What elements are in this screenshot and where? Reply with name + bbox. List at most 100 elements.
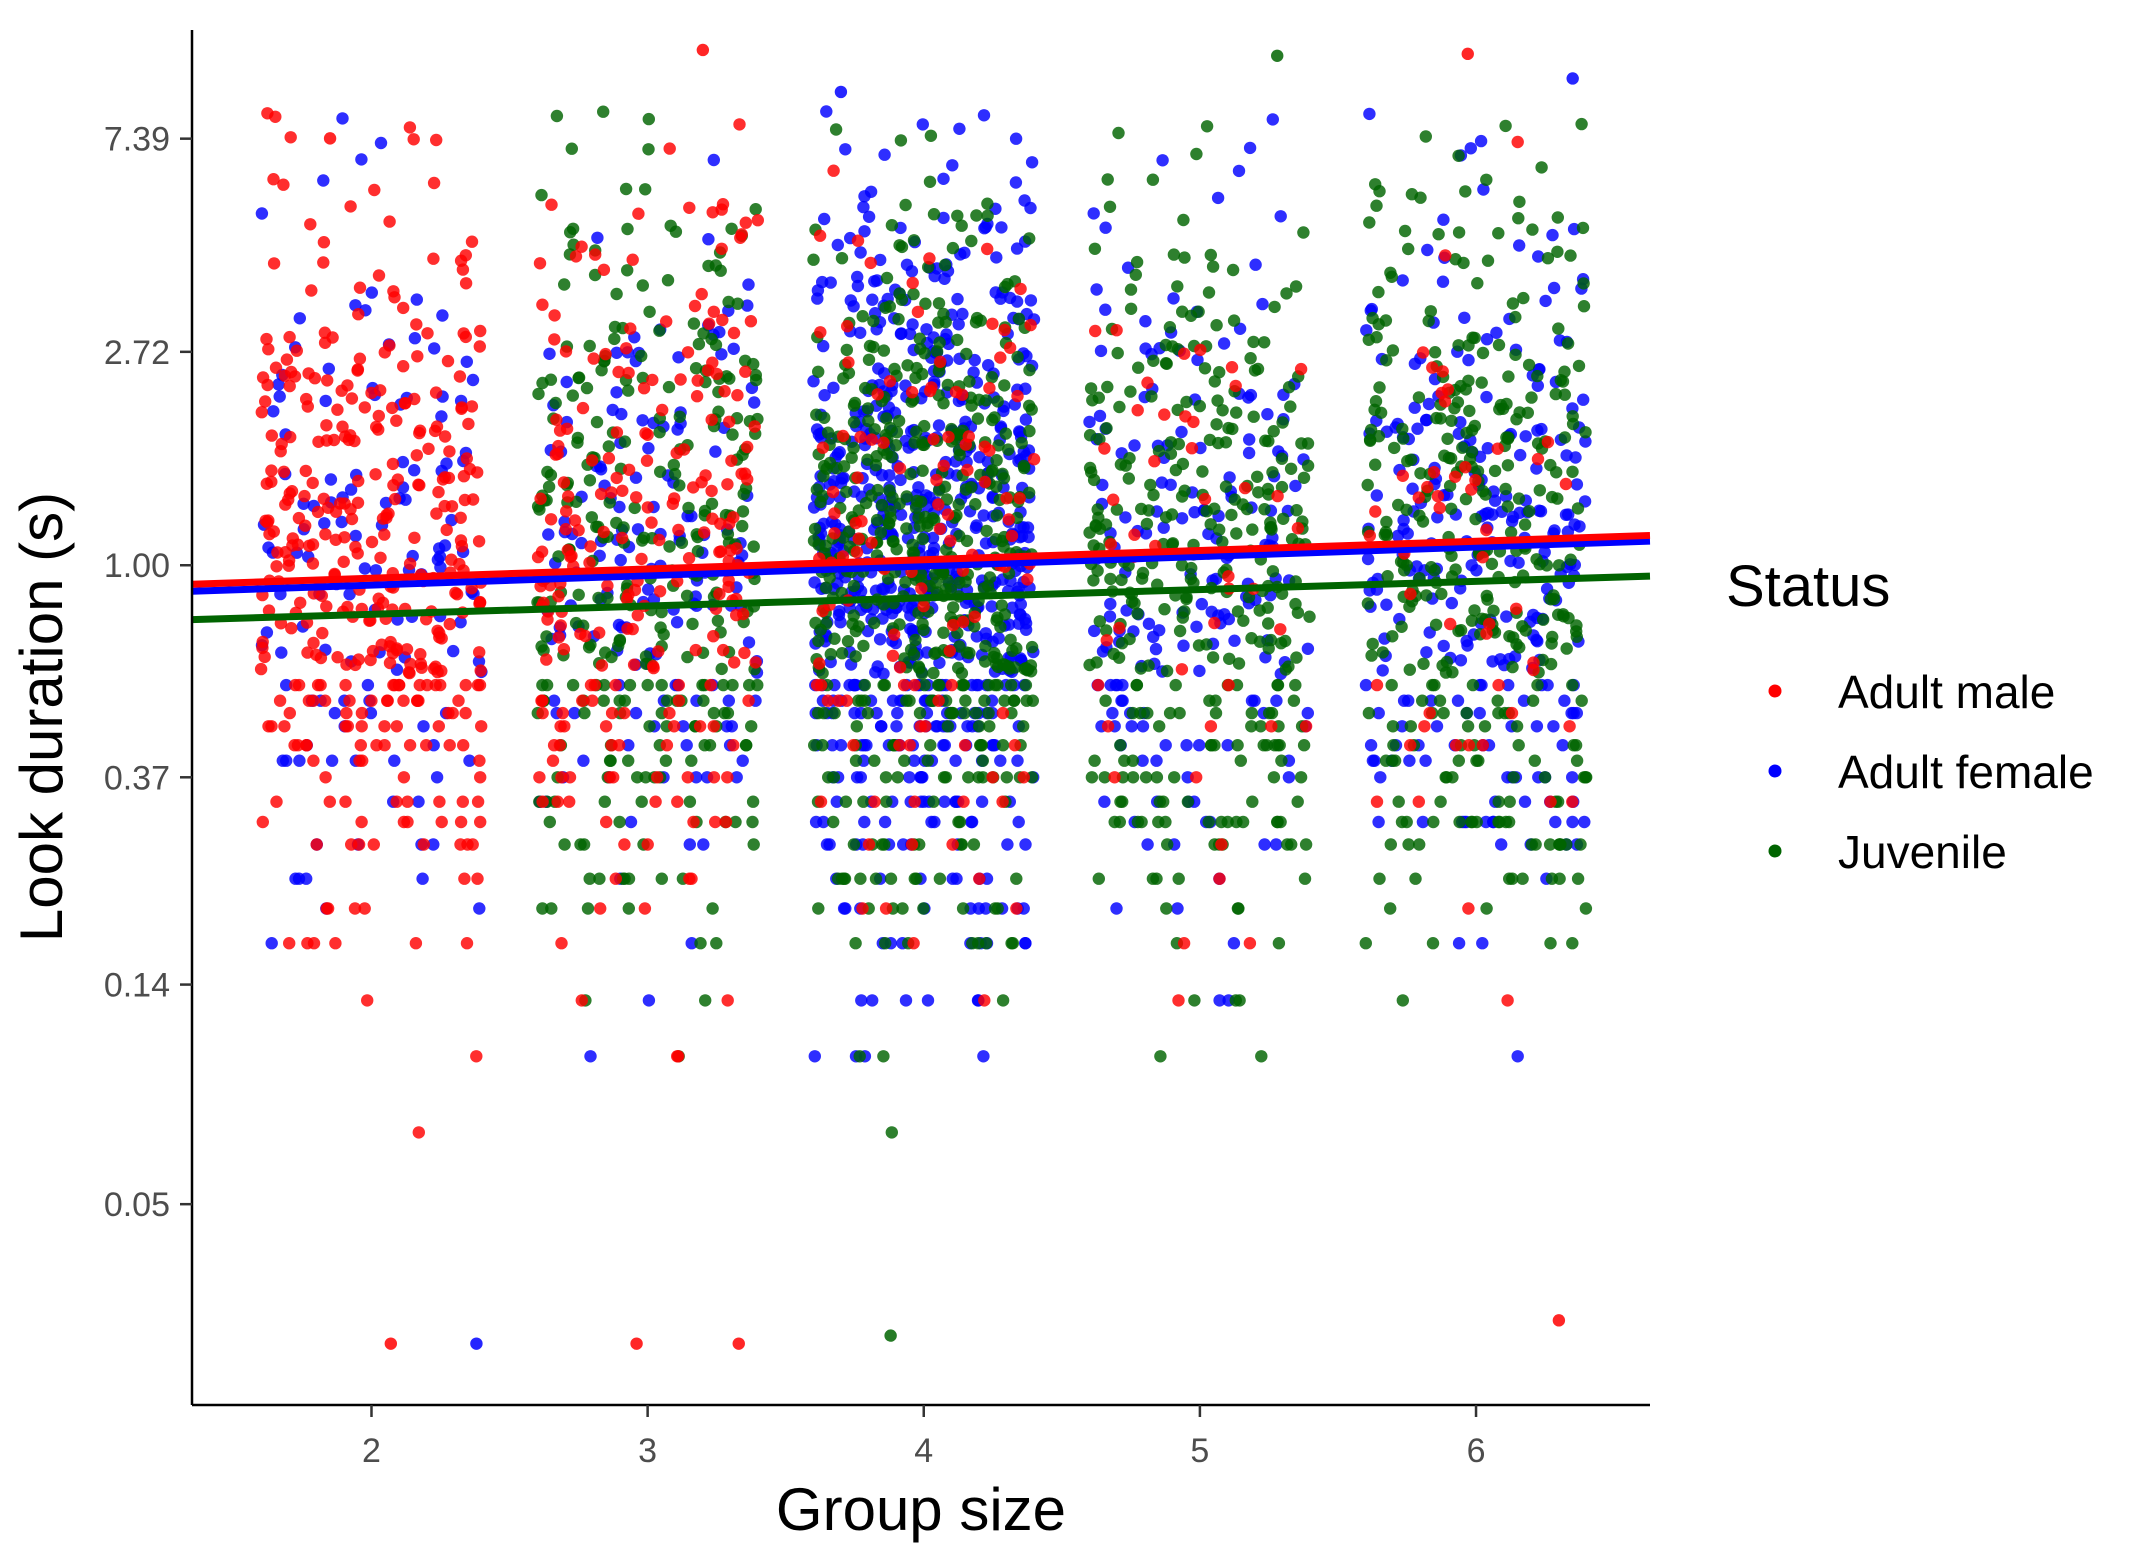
data-point	[697, 694, 710, 707]
data-point	[1459, 461, 1472, 474]
data-point	[847, 441, 860, 455]
data-point	[915, 771, 928, 784]
data-point	[1386, 344, 1400, 357]
data-point	[323, 795, 336, 808]
data-point	[344, 429, 357, 442]
data-point	[566, 678, 580, 692]
data-point	[1380, 354, 1393, 367]
data-point	[1282, 771, 1296, 784]
data-point	[1287, 694, 1301, 707]
data-point	[1094, 344, 1108, 358]
data-point	[1017, 459, 1030, 473]
data-point	[1159, 739, 1172, 752]
data-point	[1274, 210, 1287, 223]
data-point	[559, 345, 573, 358]
data-point	[907, 937, 920, 950]
data-point	[343, 694, 356, 707]
data-point	[323, 132, 337, 145]
data-point	[1445, 502, 1458, 515]
data-point	[267, 405, 280, 418]
data-point	[820, 838, 834, 851]
data-point	[429, 386, 443, 399]
data-point	[923, 252, 936, 265]
data-point	[827, 815, 840, 829]
data-point	[1100, 422, 1113, 435]
data-point	[642, 143, 655, 156]
data-point	[355, 706, 369, 720]
data-point	[1510, 602, 1523, 615]
data-point	[1483, 617, 1496, 631]
data-point	[1015, 436, 1028, 450]
data-point	[930, 473, 943, 487]
data-point	[965, 815, 979, 829]
data-point	[809, 815, 823, 829]
data-point	[403, 557, 417, 570]
data-point	[413, 678, 426, 692]
data-point	[908, 754, 921, 767]
data-point	[1246, 795, 1259, 808]
data-point	[934, 355, 947, 368]
data-point	[885, 1126, 898, 1139]
data-point	[1372, 706, 1385, 720]
data-point	[721, 771, 734, 784]
data-point	[970, 630, 983, 643]
y-tick-label: 0.14	[104, 967, 170, 1005]
data-point	[474, 815, 487, 829]
data-point	[610, 346, 623, 359]
data-point	[602, 452, 616, 465]
data-point	[857, 795, 870, 808]
data-point	[549, 396, 562, 410]
data-point	[932, 694, 945, 707]
data-point	[1088, 754, 1101, 767]
data-point	[543, 815, 556, 829]
data-point	[1426, 937, 1440, 950]
data-point	[938, 795, 951, 808]
data-point	[899, 576, 912, 589]
data-point	[932, 419, 946, 432]
data-point	[1088, 624, 1101, 638]
data-point	[917, 902, 930, 915]
data-point	[1099, 221, 1112, 234]
data-point	[413, 479, 426, 492]
data-point	[317, 236, 331, 249]
data-point	[1556, 608, 1570, 621]
data-point	[1372, 285, 1385, 299]
data-point	[1384, 266, 1397, 279]
data-point	[1236, 498, 1250, 511]
data-point	[558, 838, 571, 851]
data-point	[541, 613, 554, 626]
data-point	[1226, 263, 1240, 277]
data-point	[741, 473, 754, 486]
data-point	[1111, 678, 1124, 692]
data-point	[1222, 678, 1235, 692]
data-point	[1142, 617, 1156, 630]
data-point	[1437, 213, 1450, 226]
data-point	[827, 771, 841, 784]
data-point	[1139, 342, 1152, 355]
data-point	[612, 739, 626, 752]
data-point	[1436, 365, 1449, 378]
data-point	[1570, 754, 1584, 767]
data-point	[292, 511, 306, 525]
data-point	[739, 216, 752, 229]
data-point	[1507, 771, 1520, 784]
data-point	[894, 134, 908, 147]
data-point	[854, 326, 867, 339]
data-point	[701, 364, 715, 377]
data-point	[692, 337, 706, 351]
data-point	[454, 254, 468, 267]
data-point	[981, 579, 995, 592]
data-point	[899, 994, 913, 1007]
data-point	[1452, 339, 1465, 352]
data-point	[1227, 314, 1241, 327]
data-point	[399, 493, 412, 506]
data-point	[1559, 508, 1573, 521]
data-point	[812, 902, 825, 915]
data-point	[1470, 815, 1483, 829]
data-point	[545, 902, 558, 915]
data-point	[1532, 250, 1545, 263]
data-point	[1503, 795, 1516, 808]
data-point	[1473, 706, 1486, 720]
data-point	[594, 463, 608, 476]
data-point	[1098, 771, 1111, 784]
